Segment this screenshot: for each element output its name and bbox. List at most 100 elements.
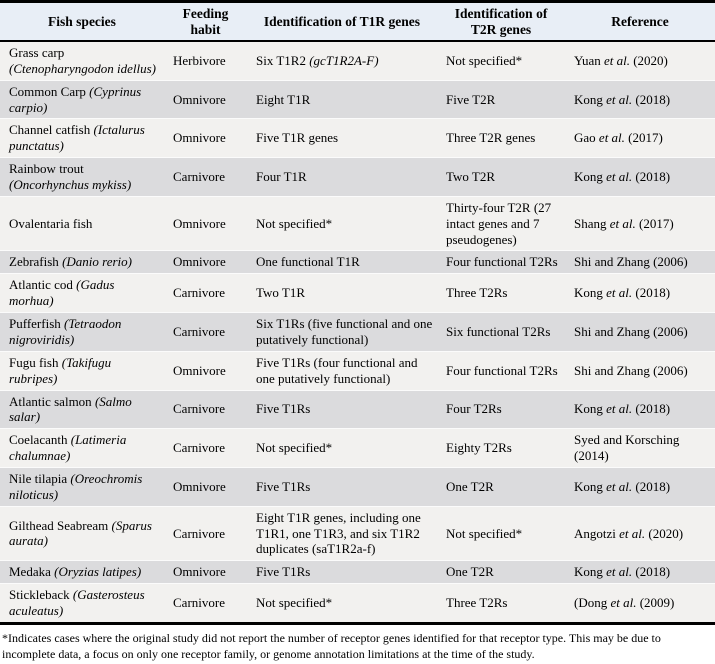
italic-text: (Ctenopharyngodon idellus): [9, 60, 156, 76]
text: Carnivore: [173, 285, 225, 301]
cell-ref: Kong et al. (2018): [565, 273, 715, 313]
text: Four functional T2Rs: [446, 254, 558, 270]
text: (Dong: [574, 595, 611, 611]
italic-text: (gcT1R2A-F): [309, 52, 379, 68]
text: Kong: [574, 401, 607, 417]
cell-ref: Angotzi et al. (2020): [565, 505, 715, 561]
text: (2017): [624, 130, 663, 146]
cell-t1r: Four T1R: [247, 157, 437, 197]
cell-ref: Yuan et al. (2020): [565, 40, 715, 81]
table-row: Common Carp (Cyprinus carpio) Omnivore Eig…: [0, 79, 715, 119]
cell-t2r: Four T2Rs: [437, 389, 565, 429]
cell-t1r: Two T1R: [247, 273, 437, 313]
text: (2018): [632, 478, 671, 494]
cell-species: Stickleback (Gasterosteus aculeatus): [0, 583, 164, 625]
text: Three T2R genes: [446, 130, 536, 146]
cell-t1r: Five T1Rs (four functional and one putat…: [247, 350, 437, 390]
text: Rainbow trout: [9, 161, 84, 177]
cell-habit: Omnivore: [164, 118, 247, 158]
cell-species: Common Carp (Cyprinus carpio): [0, 79, 164, 119]
italic-text: et al.: [598, 130, 625, 146]
text: Carnivore: [173, 401, 225, 417]
cell-ref: Syed and Korsching (2014): [565, 428, 715, 468]
text: Omnivore: [173, 362, 226, 378]
text: Yuan: [574, 52, 604, 68]
text: Ovalentaria fish: [9, 215, 93, 231]
cell-species: Pufferfish (Tetraodon nigroviridis): [0, 312, 164, 352]
text: Stickleback: [9, 587, 73, 603]
cell-t2r: Thirty-four T2R (27 intact genes and 7 p…: [437, 195, 565, 251]
italic-text: (Gadus morhua): [9, 277, 115, 309]
cell-ref: Kong et al. (2018): [565, 466, 715, 507]
table-row: Pufferfish (Tetraodon nigroviridis) Carni…: [0, 312, 715, 352]
cell-t1r: Not specified*: [247, 428, 437, 468]
text: Gao: [574, 130, 599, 146]
text: Shi and Zhang (2006): [574, 254, 688, 270]
italic-text: (Oryzias latipes): [54, 564, 142, 580]
cell-habit: Carnivore: [164, 505, 247, 561]
italic-text: (Sparus aurata): [9, 517, 152, 549]
italic-text: et al.: [606, 401, 633, 417]
text: Not specified*: [256, 595, 333, 611]
italic-text: et al.: [606, 169, 633, 185]
table-row: Zebrafish (Danio rerio) Omnivore One funct…: [0, 250, 715, 274]
cell-ref: Kong et al. (2018): [565, 79, 715, 119]
text: Omnivore: [173, 254, 226, 270]
text: Coelacanth: [9, 432, 71, 448]
text: Nile tilapia: [9, 470, 71, 486]
cell-species: Coelacanth (Latimeria chalumnae): [0, 428, 164, 468]
text: Zebrafish: [9, 254, 63, 270]
text: Angotzi: [574, 525, 620, 541]
cell-species: Ovalentaria fish: [0, 195, 164, 251]
cell-species: Medaka (Oryzias latipes): [0, 560, 164, 584]
text: Five T1Rs (four functional and one putat…: [256, 354, 418, 386]
italic-text: et al.: [609, 215, 636, 231]
text: Atlantic cod: [9, 277, 77, 293]
cell-t2r: Two T2R: [437, 157, 565, 197]
text: Four functional T2Rs: [446, 362, 558, 378]
table-row: Grass carp (Ctenopharyngodon idellus) Her…: [0, 40, 715, 81]
cell-t2r: Eighty T2Rs: [437, 428, 565, 468]
text: (2017): [635, 215, 674, 231]
table-row: Fugu fish (Takifugu rubripes) Omnivore Fiv…: [0, 350, 715, 390]
text: (2018): [632, 91, 671, 107]
text: Herbivore: [173, 52, 226, 68]
cell-t2r: Not specified*: [437, 505, 565, 561]
cell-species: Rainbow trout (Oncorhynchus mykiss): [0, 157, 164, 197]
cell-habit: Carnivore: [164, 157, 247, 197]
italic-text: et al.: [603, 52, 630, 68]
cell-habit: Omnivore: [164, 195, 247, 251]
text: Carnivore: [173, 525, 225, 541]
table-header: Fish species Feeding habit Identification …: [0, 1, 715, 43]
text: (2018): [632, 564, 671, 580]
cell-ref: Shi and Zhang (2006): [565, 250, 715, 274]
cell-habit: Omnivore: [164, 250, 247, 274]
column-header-4: Reference: [565, 1, 715, 43]
italic-text: (Danio rerio): [62, 254, 132, 270]
cell-species: Atlantic salmon (Salmo salar): [0, 389, 164, 429]
text: Two T2R: [446, 169, 496, 185]
cell-habit: Herbivore: [164, 40, 247, 81]
text: Not specified*: [256, 215, 333, 231]
italic-text: (Takifugu rubripes): [9, 354, 112, 386]
text: Kong: [574, 564, 607, 580]
text: Eighty T2Rs: [446, 440, 512, 456]
cell-t1r: Five T1R genes: [247, 118, 437, 158]
text: Syed and Korsching (2014): [574, 432, 680, 464]
italic-text: (Latimeria chalumnae): [9, 432, 127, 464]
table-row: Rainbow trout (Oncorhynchus mykiss) Carni…: [0, 157, 715, 197]
italic-text: et al.: [606, 285, 633, 301]
cell-t1r: Five T1Rs: [247, 389, 437, 429]
cell-t2r: Three T2R genes: [437, 118, 565, 158]
text: Gilthead Seabream: [9, 517, 112, 533]
text: Carnivore: [173, 323, 225, 339]
text: Omnivore: [173, 478, 226, 494]
table-row: Channel catfish (Ictalurus punctatus) Omn…: [0, 118, 715, 158]
cell-ref: Gao et al. (2017): [565, 118, 715, 158]
cell-t2r: Three T2Rs: [437, 583, 565, 625]
text: Shang: [574, 215, 610, 231]
cell-t1r: Six T1R2 (gcT1R2A-F): [247, 40, 437, 81]
cell-t1r: Five T1Rs: [247, 560, 437, 584]
text: Kong: [574, 478, 607, 494]
